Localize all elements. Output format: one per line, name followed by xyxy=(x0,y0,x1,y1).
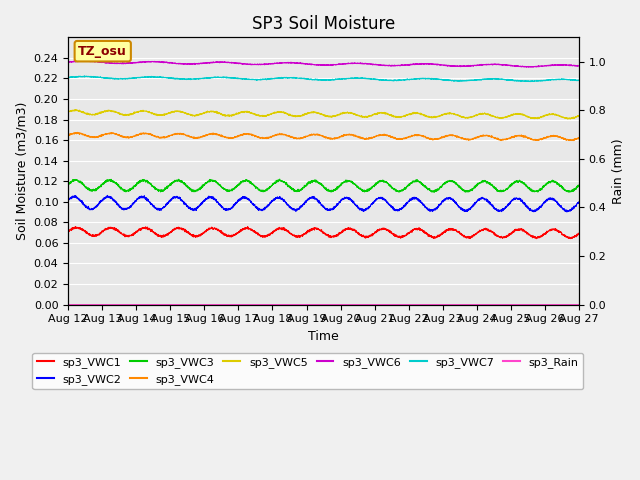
sp3_VWC5 xyxy=(64,108,72,114)
sp3_VWC7 xyxy=(260,76,268,82)
sp3_VWC2 xyxy=(104,192,111,198)
sp3_VWC1 xyxy=(260,234,268,240)
sp3_VWC3 xyxy=(565,189,573,195)
sp3_VWC5 xyxy=(123,112,131,118)
sp3_VWC6 xyxy=(260,61,268,67)
sp3_VWC2 xyxy=(260,205,268,211)
sp3_VWC6 xyxy=(510,63,518,69)
sp3_VWC7 xyxy=(282,75,290,81)
sp3_VWC1 xyxy=(282,228,290,233)
sp3_VWC1 xyxy=(575,231,583,237)
sp3_Rain xyxy=(260,302,268,308)
sp3_VWC5 xyxy=(282,111,290,117)
sp3_VWC2 xyxy=(64,196,72,202)
sp3_VWC4 xyxy=(153,134,161,140)
sp3_VWC4 xyxy=(575,135,583,141)
sp3_Rain xyxy=(282,302,290,308)
sp3_VWC7 xyxy=(510,78,518,84)
sp3_VWC4 xyxy=(64,132,72,137)
sp3_VWC6 xyxy=(153,59,161,64)
sp3_VWC6 xyxy=(282,60,290,65)
sp3_Rain xyxy=(123,302,131,308)
sp3_VWC7 xyxy=(123,76,131,82)
Line: sp3_VWC7: sp3_VWC7 xyxy=(68,76,579,82)
Line: sp3_VWC5: sp3_VWC5 xyxy=(68,109,579,119)
sp3_VWC6 xyxy=(64,59,72,64)
sp3_VWC3 xyxy=(282,181,290,187)
sp3_VWC7 xyxy=(565,77,573,83)
sp3_VWC5 xyxy=(510,111,518,117)
Line: sp3_VWC4: sp3_VWC4 xyxy=(68,132,579,141)
sp3_Rain xyxy=(64,302,72,308)
sp3_VWC6 xyxy=(80,58,88,63)
sp3_VWC1 xyxy=(565,234,573,240)
sp3_VWC7 xyxy=(575,77,583,83)
Legend: sp3_VWC1, sp3_VWC2, sp3_VWC3, sp3_VWC4, sp3_VWC5, sp3_VWC6, sp3_VWC7, sp3_Rain: sp3_VWC1, sp3_VWC2, sp3_VWC3, sp3_VWC4, … xyxy=(33,353,583,389)
sp3_VWC5 xyxy=(260,113,268,119)
Y-axis label: Rain (mm): Rain (mm) xyxy=(612,138,625,204)
sp3_VWC4 xyxy=(74,130,81,135)
sp3_VWC6 xyxy=(522,64,530,70)
sp3_VWC1 xyxy=(153,232,161,238)
sp3_VWC6 xyxy=(123,60,131,66)
sp3_Rain xyxy=(575,302,583,308)
sp3_VWC1 xyxy=(123,234,131,240)
sp3_VWC5 xyxy=(72,107,79,112)
sp3_VWC7 xyxy=(527,79,534,84)
Line: sp3_VWC1: sp3_VWC1 xyxy=(68,227,579,239)
sp3_VWC4 xyxy=(570,138,577,144)
sp3_VWC3 xyxy=(153,186,161,192)
sp3_VWC4 xyxy=(510,134,518,140)
sp3_VWC3 xyxy=(276,176,284,182)
sp3_Rain xyxy=(510,302,518,308)
sp3_VWC5 xyxy=(575,113,583,119)
sp3_VWC2 xyxy=(282,200,290,205)
sp3_VWC2 xyxy=(123,206,131,212)
sp3_VWC3 xyxy=(64,180,72,186)
sp3_VWC5 xyxy=(564,116,572,122)
sp3_VWC5 xyxy=(153,111,161,117)
Y-axis label: Soil Moisture (m3/m3): Soil Moisture (m3/m3) xyxy=(15,102,28,240)
sp3_VWC1 xyxy=(510,229,518,235)
sp3_VWC2 xyxy=(563,209,570,215)
Line: sp3_VWC2: sp3_VWC2 xyxy=(68,195,579,212)
sp3_VWC4 xyxy=(260,135,268,141)
sp3_VWC1 xyxy=(64,228,72,234)
sp3_VWC2 xyxy=(575,199,583,204)
sp3_VWC3 xyxy=(260,188,268,194)
sp3_VWC4 xyxy=(123,135,131,141)
Title: SP3 Soil Moisture: SP3 Soil Moisture xyxy=(252,15,395,33)
sp3_VWC4 xyxy=(282,133,290,139)
sp3_VWC7 xyxy=(81,73,88,79)
sp3_VWC2 xyxy=(565,208,573,214)
X-axis label: Time: Time xyxy=(308,330,339,343)
sp3_VWC2 xyxy=(510,197,518,203)
sp3_VWC3 xyxy=(511,179,518,185)
Text: TZ_osu: TZ_osu xyxy=(78,45,127,58)
sp3_VWC1 xyxy=(72,224,79,229)
sp3_Rain xyxy=(565,302,573,308)
sp3_VWC7 xyxy=(153,74,161,80)
sp3_VWC6 xyxy=(575,63,583,69)
sp3_VWC5 xyxy=(565,116,573,121)
sp3_VWC1 xyxy=(532,236,540,241)
sp3_VWC3 xyxy=(431,189,438,195)
sp3_VWC7 xyxy=(64,74,72,80)
Line: sp3_VWC6: sp3_VWC6 xyxy=(68,60,579,67)
sp3_VWC6 xyxy=(565,62,573,68)
sp3_Rain xyxy=(153,302,161,308)
sp3_VWC4 xyxy=(565,137,573,143)
sp3_VWC2 xyxy=(153,205,161,211)
Line: sp3_VWC3: sp3_VWC3 xyxy=(68,179,579,192)
sp3_VWC3 xyxy=(123,188,131,194)
sp3_VWC3 xyxy=(575,182,583,188)
